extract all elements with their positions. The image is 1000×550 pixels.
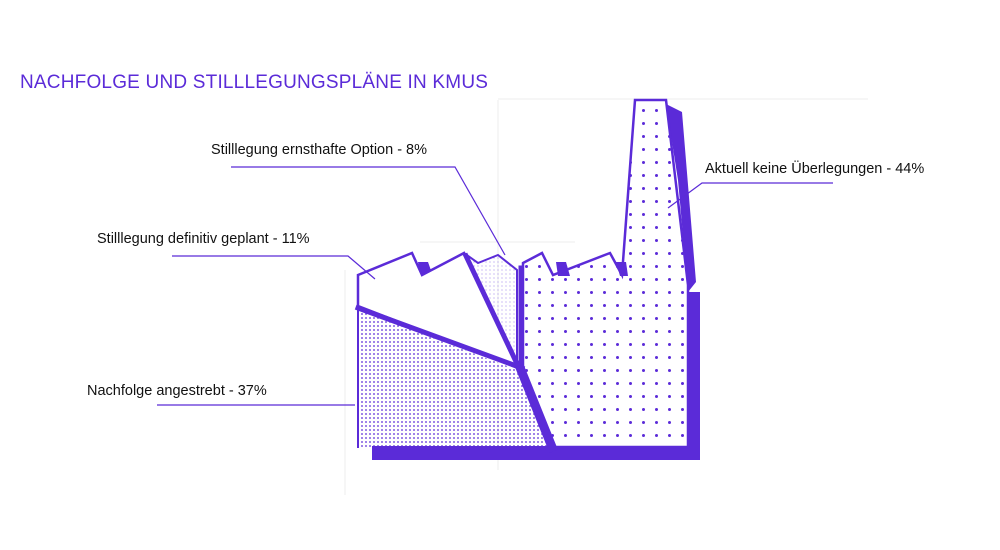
leader-lines [157, 166, 833, 406]
slice-keine [521, 98, 690, 449]
slice-nachfolge [358, 310, 553, 447]
slice-dividers [354, 252, 558, 453]
callout-definitiv-geplant: Stilllegung definitiv geplant - 11% [97, 231, 310, 247]
chart-title: NACHFOLGE UND STILLLEGUNGSPLÄNE IN KMUS [20, 72, 489, 93]
factory-shadow [372, 104, 700, 460]
callout-ernsthafte-option: Stilllegung ernsthafte Option - 8% [211, 142, 428, 158]
callout-keine-ueberlegungen: Aktuell keine Überlegungen - 44% [705, 161, 925, 177]
callout-nachfolge: Nachfolge angestrebt - 37% [87, 383, 267, 399]
